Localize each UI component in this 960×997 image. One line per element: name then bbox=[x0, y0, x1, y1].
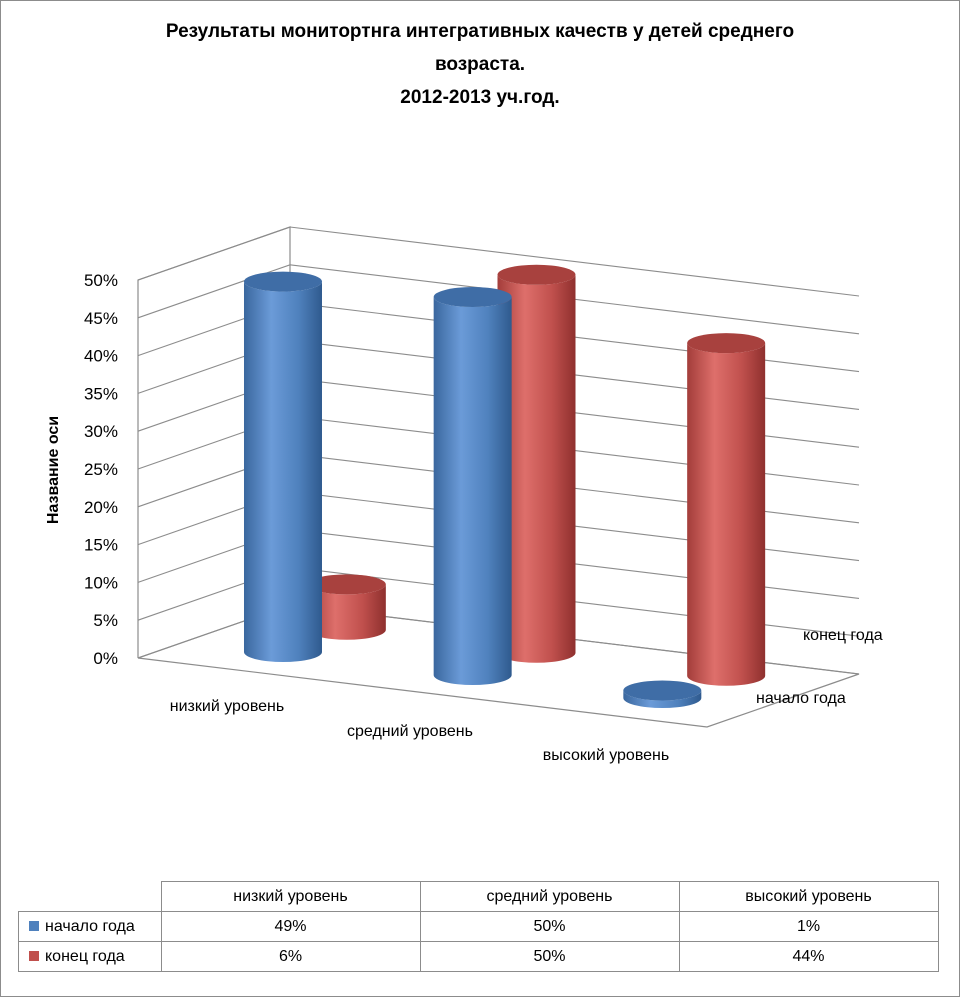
cylinder-body bbox=[307, 584, 386, 640]
x-category-label: высокий уровень bbox=[543, 747, 669, 764]
bar-2-1 bbox=[307, 574, 386, 640]
y-axis-title: Название оси bbox=[45, 416, 62, 524]
y-tick-label: 15% bbox=[84, 536, 118, 555]
legend-swatch-series-1 bbox=[29, 921, 39, 932]
bar-2-2 bbox=[497, 264, 576, 663]
gridline bbox=[137, 264, 860, 335]
y-tick-label: 40% bbox=[84, 347, 118, 366]
cylinder-top bbox=[307, 574, 386, 595]
y-tick-label: 50% bbox=[84, 271, 118, 290]
table-cell: 49% bbox=[160, 911, 421, 942]
table-cell: 50% bbox=[419, 911, 680, 942]
y-tick-label: 35% bbox=[84, 384, 118, 403]
data-table: низкий уровень средний уровень высокий у… bbox=[18, 881, 939, 972]
cylinder-body bbox=[433, 297, 512, 686]
bar-1-2 bbox=[433, 287, 512, 686]
cylinder-top bbox=[243, 271, 322, 292]
cylinder-body bbox=[623, 690, 702, 709]
cylinder-body bbox=[497, 274, 576, 663]
table-row-header: конец года bbox=[18, 941, 162, 972]
y-tick-label: 0% bbox=[93, 649, 118, 668]
bar-2-3 bbox=[687, 333, 766, 686]
bar-1-1 bbox=[243, 271, 322, 663]
y-tick-label: 5% bbox=[93, 611, 118, 630]
legend-label-series-1: начало года bbox=[45, 917, 135, 935]
legend-label-series-2: конец года bbox=[45, 947, 125, 965]
chart-plot: 0% 5% 10% 15% 20% 25% 30% 35% 40% 45% 50% Название … bbox=[45, 226, 883, 764]
cylinder-body bbox=[243, 281, 322, 663]
chart-title-line-1: Результаты монитортнга интегративных кач… bbox=[165, 21, 795, 42]
y-tick-label: 20% bbox=[84, 498, 118, 517]
table-cell: 50% bbox=[419, 941, 680, 972]
cylinder-top bbox=[433, 287, 512, 308]
cylinder-body bbox=[687, 343, 766, 686]
y-tick-label: 25% bbox=[84, 460, 118, 479]
table-cell: 44% bbox=[678, 941, 939, 972]
table-header-cell: средний уровень bbox=[419, 881, 680, 912]
table-cell: 1% bbox=[678, 911, 939, 942]
legend-swatch-series-2 bbox=[29, 951, 39, 962]
table-header-cell: низкий уровень bbox=[160, 881, 421, 912]
y-tick-label: 45% bbox=[84, 309, 118, 328]
depth-series-label: конец года bbox=[803, 627, 883, 644]
bar-1-3 bbox=[623, 680, 702, 709]
table-header-row: низкий уровень средний уровень высокий у… bbox=[19, 881, 939, 912]
table-row: начало года 49% 50% 1% bbox=[18, 911, 939, 942]
cylinder-top bbox=[687, 333, 766, 354]
cylinder-top bbox=[623, 680, 702, 701]
x-category-label: средний уровень bbox=[347, 723, 473, 740]
table-row-header: начало года bbox=[18, 911, 162, 942]
y-tick-label: 30% bbox=[84, 422, 118, 441]
table-row: конец года 6% 50% 44% bbox=[18, 941, 939, 972]
chart-title-line-2: возраста. bbox=[434, 54, 526, 75]
table-cell: 6% bbox=[160, 941, 421, 972]
gridline bbox=[137, 226, 860, 297]
cylinder-top bbox=[497, 264, 576, 285]
x-category-label: низкий уровень bbox=[170, 698, 284, 715]
depth-series-label: начало года bbox=[756, 690, 846, 707]
chart-title-line-3: 2012-2013 уч.год. bbox=[400, 87, 560, 108]
table-header-cell: высокий уровень bbox=[678, 881, 939, 912]
y-tick-label: 10% bbox=[84, 573, 118, 592]
